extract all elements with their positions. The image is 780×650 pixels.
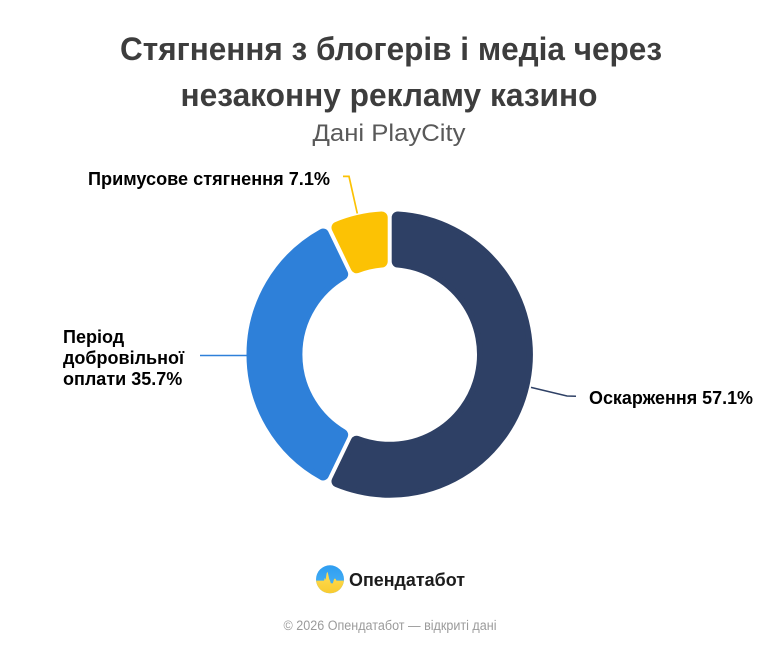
svg-text:добровільної: добровільної (63, 348, 185, 368)
svg-text:Період: Період (63, 327, 125, 347)
svg-text:Оскарження 57.1%: Оскарження 57.1% (589, 388, 753, 408)
svg-text:© 2026 Опендатабот — відкриті: © 2026 Опендатабот — відкриті дані (284, 618, 497, 633)
svg-text:Дані PlayCity: Дані PlayCity (313, 120, 466, 147)
svg-text:оплати 35.7%: оплати 35.7% (63, 369, 182, 389)
svg-text:Опендатабот: Опендатабот (349, 570, 465, 590)
svg-text:незаконну рекламу казино: незаконну рекламу казино (181, 77, 598, 113)
svg-text:Примусове стягнення 7.1%: Примусове стягнення 7.1% (88, 169, 330, 189)
svg-text:Стягнення з блогерів і медіа ч: Стягнення з блогерів і медіа через (120, 31, 662, 67)
